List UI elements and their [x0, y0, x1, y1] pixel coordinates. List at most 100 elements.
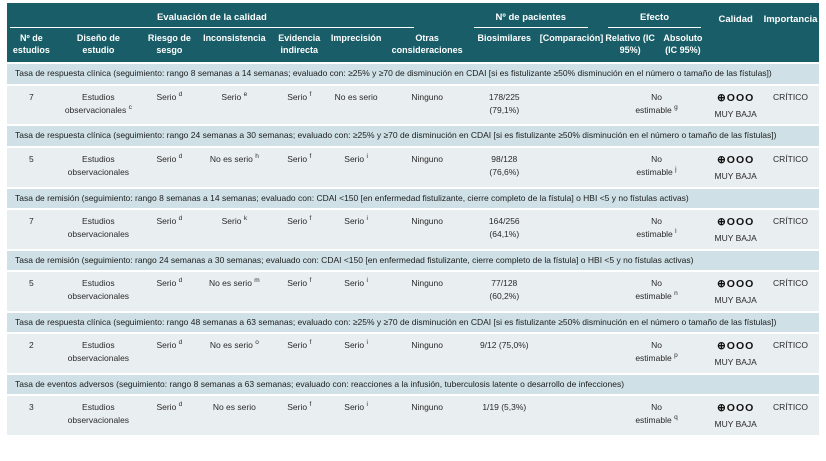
riesgo-sesgo-cell: Serio d [140, 394, 198, 435]
outcome-label: Tasa de respuesta clínica (seguimiento: … [7, 62, 819, 85]
group-header-pacientes: Nº de pacientes [469, 5, 604, 31]
evidence-row: 5 Estudios observacionales Serio d No es ser… [7, 146, 819, 188]
efecto-no-estimable-cell: No estimable q [603, 394, 710, 435]
calidad-cell: ⊕OOO MUY BAJA [709, 146, 763, 188]
outcome-label: Tasa de respuesta clínica (seguimiento: … [7, 310, 819, 334]
otras-consideraciones-cell: Ninguno [384, 394, 470, 435]
evidencia-indirecta-cell: Serio f [270, 83, 328, 126]
diseno-estudio-cell: Estudios observacionales [55, 270, 141, 312]
evidence-row: 7 Estudios observacionales Serio d Serio k Se… [7, 208, 819, 250]
group-header-evaluacion: Evaluación de la calidad [7, 5, 470, 31]
evidence-row: 2 Estudios observacionales Serio d No es ser… [7, 332, 819, 374]
evidencia-indirecta-cell: Serio f [270, 332, 328, 374]
riesgo-sesgo-cell: Serio d [140, 270, 198, 312]
biosimilares-cell: 1/19 (5,3%) [469, 394, 539, 435]
outcome-section-row: Tasa de remisión (seguimiento: rango 8 s… [7, 186, 819, 210]
diseno-estudio-cell: Estudios observacionales [55, 394, 141, 435]
quality-rating-label: MUY BAJA [714, 108, 757, 119]
quality-rating-symbols: ⊕OOO [717, 91, 755, 104]
diseno-estudio-cell: Estudios observacionales [55, 146, 141, 188]
group-header-efecto: Efecto [603, 5, 710, 31]
outcome-section-row: Tasa de respuesta clínica (seguimiento: … [7, 310, 819, 334]
calidad-cell: ⊕OOO MUY BAJA [709, 332, 763, 374]
efecto-no-estimable-cell: No estimable g [603, 83, 710, 126]
col-header-calidad: Calidad [709, 5, 763, 64]
outcome-label: Tasa de respuesta clínica (seguimiento: … [7, 124, 819, 148]
n-estudios-cell: 7 [7, 83, 56, 126]
evidencia-indirecta-cell: Serio f [270, 394, 328, 435]
calidad-cell: ⊕OOO MUY BAJA [709, 83, 763, 126]
importancia-cell: CRÍTICO [762, 270, 819, 312]
evidencia-indirecta-cell: Serio f [270, 208, 328, 250]
importancia-cell: CRÍTICO [762, 146, 819, 188]
imprecision-cell: Serio i [327, 394, 385, 435]
evidence-row: 5 Estudios observacionales Serio d No es ser… [7, 270, 819, 312]
col-header-otras-consideraciones: Otras consideraciones [384, 31, 470, 64]
comparacion-cell [538, 83, 604, 126]
calidad-cell: ⊕OOO MUY BAJA [709, 208, 763, 250]
imprecision-cell: Serio i [327, 332, 385, 374]
biosimilares-cell: 77/128 (60,2%) [469, 270, 539, 312]
inconsistencia-cell: Serio e [197, 83, 271, 126]
efecto-no-estimable-cell: No estimable n [603, 270, 710, 312]
table-body: Tasa de respuesta clínica (seguimiento: … [7, 62, 819, 435]
diseno-estudio-cell: Estudios observacionales [55, 208, 141, 250]
outcome-label: Tasa de remisión (seguimiento: rango 24 … [7, 248, 819, 272]
inconsistencia-cell: Serio k [197, 208, 271, 250]
outcome-section-row: Tasa de eventos adversos (seguimiento: r… [7, 372, 819, 396]
n-estudios-cell: 2 [7, 332, 56, 374]
importancia-cell: CRÍTICO [762, 208, 819, 250]
riesgo-sesgo-cell: Serio d [140, 146, 198, 188]
evidencia-indirecta-cell: Serio f [270, 146, 328, 188]
quality-rating-symbols: ⊕OOO [717, 402, 755, 415]
outcome-section-row: Tasa de respuesta clínica (seguimiento: … [7, 62, 819, 85]
evidencia-indirecta-cell: Serio f [270, 270, 328, 312]
diseno-estudio-cell: Estudios observacionales c [55, 83, 141, 126]
col-header-riesgo-sesgo: Riesgo de sesgo [140, 31, 198, 64]
importancia-cell: CRÍTICO [762, 83, 819, 126]
comparacion-cell [538, 394, 604, 435]
column-header-row: Nº de estudios Diseño de estudio Riesgo … [7, 31, 819, 64]
inconsistencia-cell: No es serio [197, 394, 271, 435]
quality-rating-label: MUY BAJA [714, 357, 757, 368]
diseno-estudio-cell: Estudios observacionales [55, 332, 141, 374]
otras-consideraciones-cell: Ninguno [384, 332, 470, 374]
riesgo-sesgo-cell: Serio d [140, 332, 198, 374]
imprecision-cell: Serio i [327, 270, 385, 312]
imprecision-cell: Serio i [327, 208, 385, 250]
comparacion-cell [538, 332, 604, 374]
col-header-diseno: Diseño de estudio [55, 31, 141, 64]
outcome-section-row: Tasa de respuesta clínica (seguimiento: … [7, 124, 819, 148]
otras-consideraciones-cell: Ninguno [384, 270, 470, 312]
outcome-label: Tasa de eventos adversos (seguimiento: r… [7, 372, 819, 396]
quality-rating-label: MUY BAJA [714, 232, 757, 243]
quality-rating-symbols: ⊕OOO [717, 278, 755, 291]
col-header-imprecision: Imprecisión [327, 31, 385, 64]
col-header-n-estudios: Nº de estudios [7, 31, 56, 64]
otras-consideraciones-cell: Ninguno [384, 83, 470, 126]
biosimilares-cell: 98/128 (76,6%) [469, 146, 539, 188]
evidence-row: 3 Estudios observacionales Serio d No es ser… [7, 394, 819, 435]
evidence-row: 7 Estudios observacionales c Serio d Serio e… [7, 83, 819, 126]
riesgo-sesgo-cell: Serio d [140, 83, 198, 126]
outcome-section-row: Tasa de remisión (seguimiento: rango 24 … [7, 248, 819, 272]
quality-rating-symbols: ⊕OOO [717, 154, 755, 167]
col-header-comparacion: [Comparación] [538, 31, 604, 64]
imprecision-cell: Serio i [327, 146, 385, 188]
quality-rating-label: MUY BAJA [714, 295, 757, 305]
outcome-label: Tasa de remisión (seguimiento: rango 8 s… [7, 186, 819, 210]
col-header-evidencia-indirecta: Evidencia indirecta [270, 31, 328, 64]
grade-evidence-table: Evaluación de la calidad Nº de pacientes… [7, 3, 819, 435]
calidad-cell: ⊕OOO MUY BAJA [709, 394, 763, 435]
quality-rating-symbols: ⊕OOO [717, 216, 755, 229]
efecto-no-estimable-cell: No estimable j [603, 146, 710, 188]
otras-consideraciones-cell: Ninguno [384, 146, 470, 188]
n-estudios-cell: 3 [7, 394, 56, 435]
inconsistencia-cell: No es serio m [197, 270, 271, 312]
riesgo-sesgo-cell: Serio d [140, 208, 198, 250]
comparacion-cell [538, 208, 604, 250]
n-estudios-cell: 7 [7, 208, 56, 250]
imprecision-cell: No es serio [327, 83, 385, 126]
quality-rating-symbols: ⊕OOO [717, 340, 755, 353]
biosimilares-cell: 9/12 (75,0%) [469, 332, 539, 374]
